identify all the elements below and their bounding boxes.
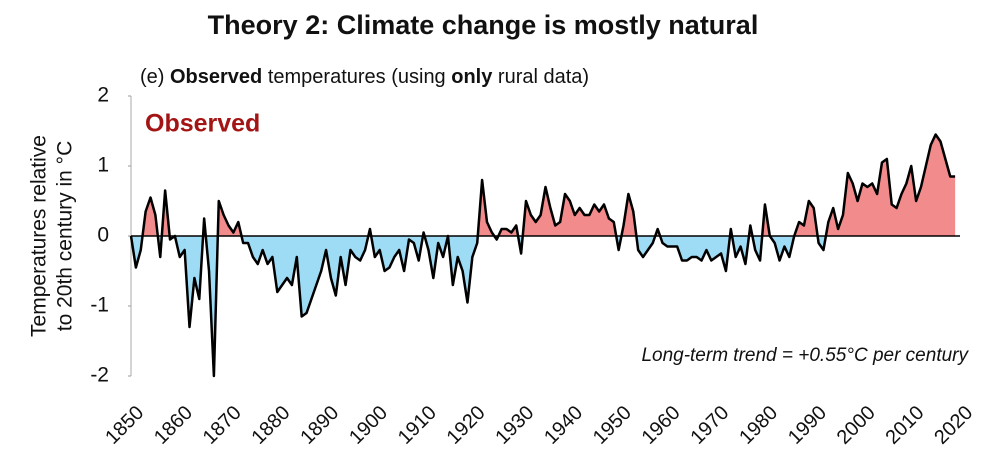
x-tick-label: 1940: [540, 402, 587, 449]
x-tick-label: 1970: [686, 402, 733, 449]
annotation: Long-term trend = +0.55°C per century: [641, 345, 969, 366]
x-tick-label: 1910: [394, 402, 441, 449]
x-tick-label: 2010: [881, 402, 928, 449]
chart-title: Theory 2: Climate change is mostly natur…: [208, 10, 759, 40]
x-tick-label: 1900: [345, 402, 392, 449]
x-tick-label: 1920: [443, 402, 490, 449]
x-tick-label: 1890: [296, 402, 343, 449]
x-tick-label: 1980: [735, 402, 782, 449]
series-label: Observed: [145, 110, 260, 138]
x-tick-label: 1870: [199, 402, 246, 449]
positive-area: [131, 134, 956, 236]
x-tick-label: 2000: [833, 402, 880, 449]
y-tick-label: -2: [90, 364, 109, 387]
x-tick-label: 1880: [248, 402, 295, 449]
x-tick-label: 1930: [491, 402, 538, 449]
negative-area: [131, 236, 956, 376]
subtitle-part: (e): [140, 66, 170, 88]
y-tick-label: 0: [97, 224, 109, 247]
x-tick-label: 1860: [150, 402, 197, 449]
x-tick-label: 1990: [784, 402, 831, 449]
x-tick-label: 1960: [638, 402, 685, 449]
subtitle-part: only: [451, 66, 493, 88]
y-tick-label: 1: [97, 154, 109, 177]
y-axis-title: Temperatures relative to 20th century in…: [28, 135, 77, 337]
x-tick-label: 1950: [589, 402, 636, 449]
y-tick-label: -1: [90, 294, 109, 317]
x-tick-label: 2020: [930, 402, 977, 449]
y-tick-label: 2: [97, 84, 109, 107]
y-label-line: Temperatures relative: [28, 135, 51, 337]
subtitle: (e) Observed temperatures (using only ru…: [140, 66, 589, 88]
subtitle-part: Observed: [170, 66, 262, 88]
x-tick-label: 1850: [101, 402, 148, 449]
y-label-line: to 20th century in °C: [54, 141, 77, 332]
subtitle-part: rural data): [492, 66, 589, 88]
subtitle-part: temperatures (using: [262, 66, 451, 88]
data-line: [129, 133, 956, 378]
